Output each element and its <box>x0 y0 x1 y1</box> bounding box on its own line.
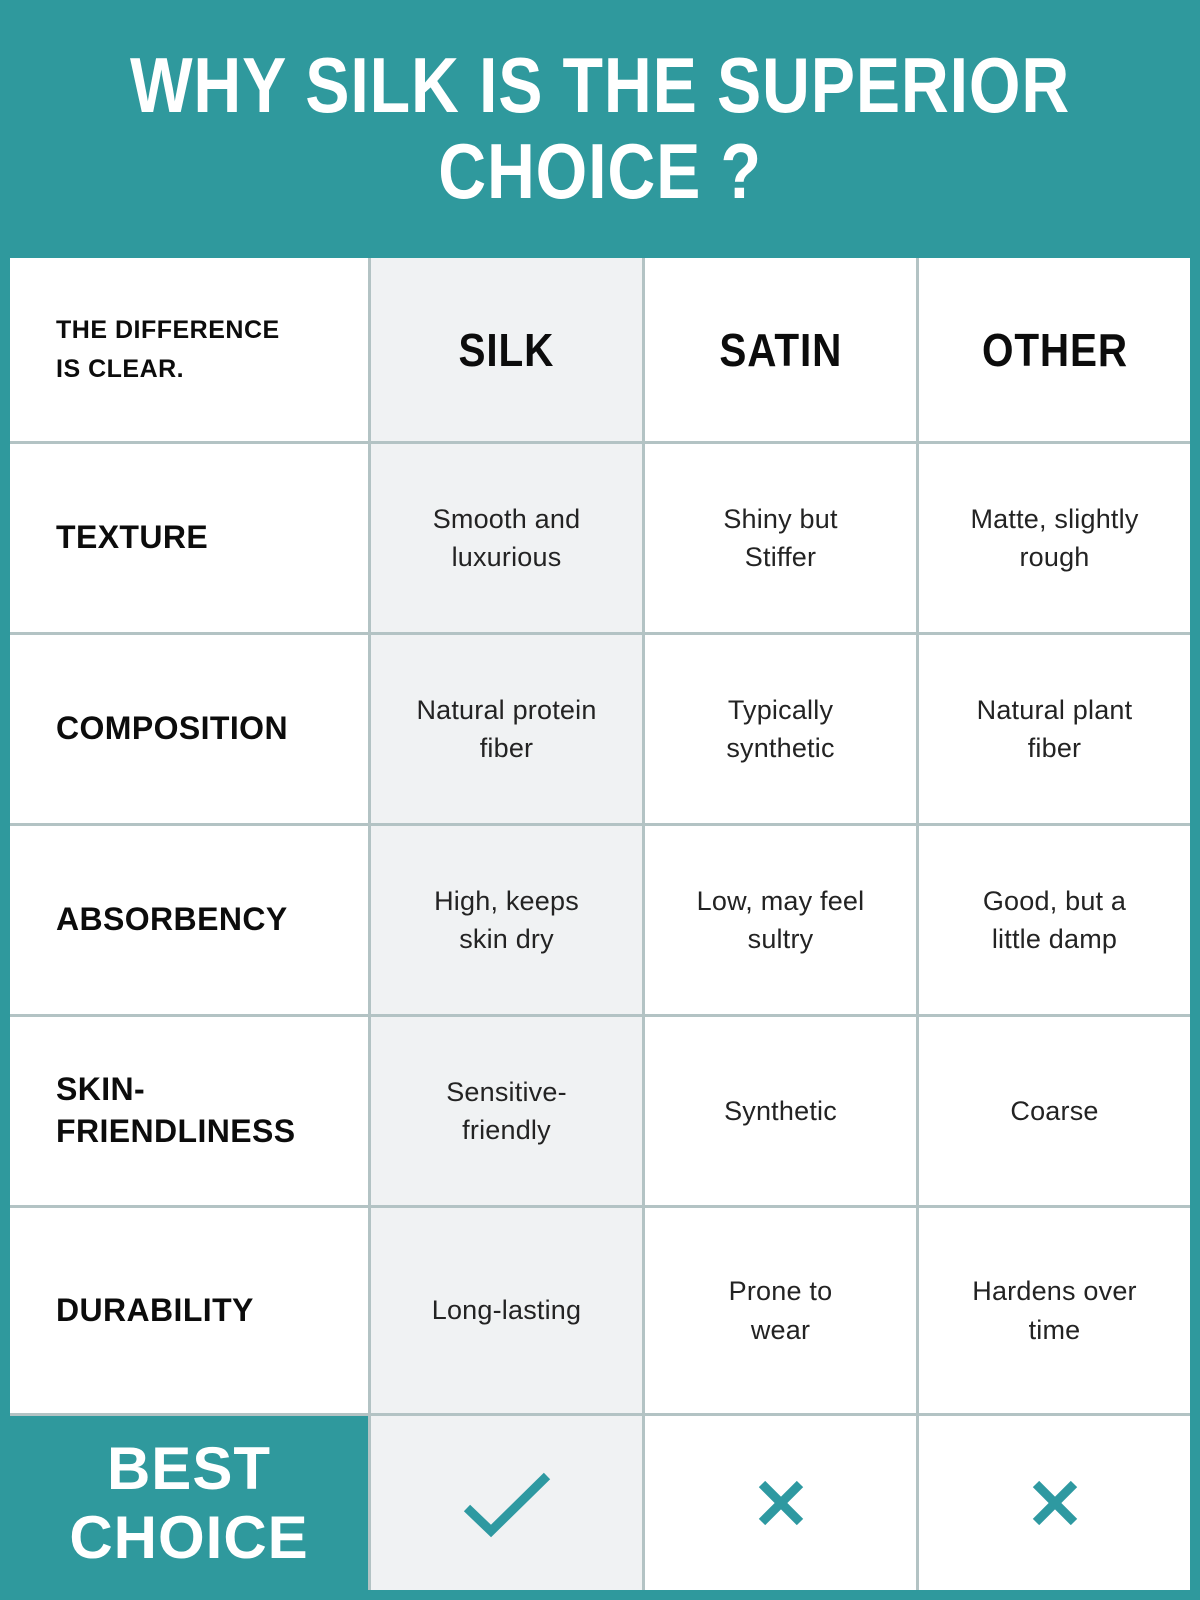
cell-texture-satin: Shiny but Stiffer <box>645 444 916 632</box>
cross-icon <box>1032 1480 1077 1526</box>
best-choice-label: BEST CHOICE <box>69 1435 309 1571</box>
best-choice-mark-satin <box>645 1416 916 1590</box>
best-choice-mark-silk <box>371 1416 642 1590</box>
cell-composition-other: Natural plant fiber <box>919 635 1190 823</box>
cell-skin-friendliness-satin: Synthetic <box>645 1017 916 1205</box>
row-label-skin-friendliness: SKIN- FRIENDLINESS <box>10 1017 368 1205</box>
row-label-texture: TEXTURE <box>10 444 368 632</box>
cell-skin-friendliness-other: Coarse <box>919 1017 1190 1205</box>
cell-composition-satin: Typically synthetic <box>645 635 916 823</box>
best-choice-mark-other <box>919 1416 1190 1590</box>
cell-skin-friendliness-silk: Sensitive- friendly <box>371 1017 642 1205</box>
column-header-silk: SILK <box>371 258 642 441</box>
cell-absorbency-other: Good, but a little damp <box>919 826 1190 1014</box>
header-banner: WHY SILK IS THE SUPERIOR CHOICE ? <box>0 0 1200 258</box>
column-header-other: OTHER <box>919 258 1190 441</box>
cell-texture-silk: Smooth and luxurious <box>371 444 642 632</box>
cell-absorbency-satin: Low, may feel sultry <box>645 826 916 1014</box>
cell-texture-other: Matte, slightly rough <box>919 444 1190 632</box>
corner-note: THE DIFFERENCE IS CLEAR. <box>56 315 280 383</box>
comparison-table: THE DIFFERENCE IS CLEAR. SILK SATIN OTHE… <box>10 258 1190 1590</box>
cell-durability-other: Hardens over time <box>919 1208 1190 1413</box>
page-title: WHY SILK IS THE SUPERIOR CHOICE ? <box>129 41 1071 215</box>
row-label-absorbency: ABSORBENCY <box>10 826 368 1014</box>
column-header-satin: SATIN <box>645 258 916 441</box>
cell-absorbency-silk: High, keeps skin dry <box>371 826 642 1014</box>
cell-durability-satin: Prone to wear <box>645 1208 916 1413</box>
checkmark-icon <box>463 1472 550 1538</box>
best-choice-label-cell: BEST CHOICE <box>10 1416 368 1590</box>
table-corner-cell: THE DIFFERENCE IS CLEAR. <box>10 258 368 441</box>
cell-durability-silk: Long-lasting <box>371 1208 642 1413</box>
cross-icon <box>758 1480 803 1526</box>
cell-composition-silk: Natural protein fiber <box>371 635 642 823</box>
row-label-durability: DURABILITY <box>10 1208 368 1413</box>
row-label-composition: COMPOSITION <box>10 635 368 823</box>
